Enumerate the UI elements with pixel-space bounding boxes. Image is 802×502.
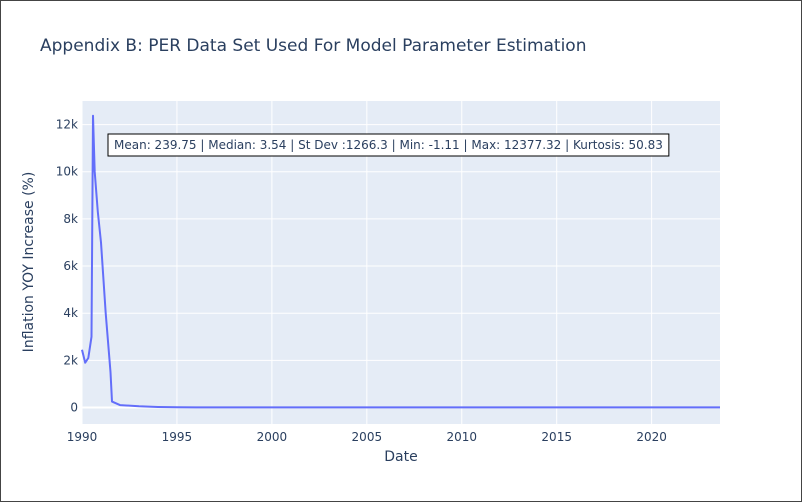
x-tick-label: 2010 <box>446 430 477 444</box>
chart-title: Appendix B: PER Data Set Used For Model … <box>40 36 586 56</box>
axis-ticks: 1990 1995 2000 2005 2010 2015 2020 0 2k 4k 6k 8k 10k… <box>56 118 667 444</box>
y-tick-label: 8k <box>63 212 78 226</box>
y-tick-label: 2k <box>63 353 78 367</box>
y-axis-title: Inflation YOY Increase (%) <box>21 172 37 353</box>
series-line <box>81 114 720 409</box>
x-tick-label: 1995 <box>162 430 193 444</box>
y-tick-label: 0 <box>70 400 78 414</box>
x-tick-label: 2000 <box>257 430 288 444</box>
x-tick-label: 2015 <box>541 430 572 444</box>
y-tick-label: 6k <box>63 259 78 273</box>
grid-lines <box>81 101 720 424</box>
stats-annotation-text: Mean: 239.75 | Median: 3.54 | St Dev :12… <box>114 138 663 152</box>
x-tick-label: 1990 <box>67 430 98 444</box>
x-tick-label: 2020 <box>636 430 667 444</box>
x-tick-label: 2005 <box>352 430 383 444</box>
stats-annotation-box <box>107 133 670 157</box>
y-tick-label: 12k <box>56 118 78 132</box>
y-tick-label: 4k <box>63 306 78 320</box>
x-axis-title: Date <box>384 449 417 465</box>
y-tick-label: 10k <box>56 165 78 179</box>
series-layer <box>81 114 720 409</box>
stats-annotation: Mean: 239.75 | Median: 3.54 | St Dev :12… <box>107 133 670 157</box>
